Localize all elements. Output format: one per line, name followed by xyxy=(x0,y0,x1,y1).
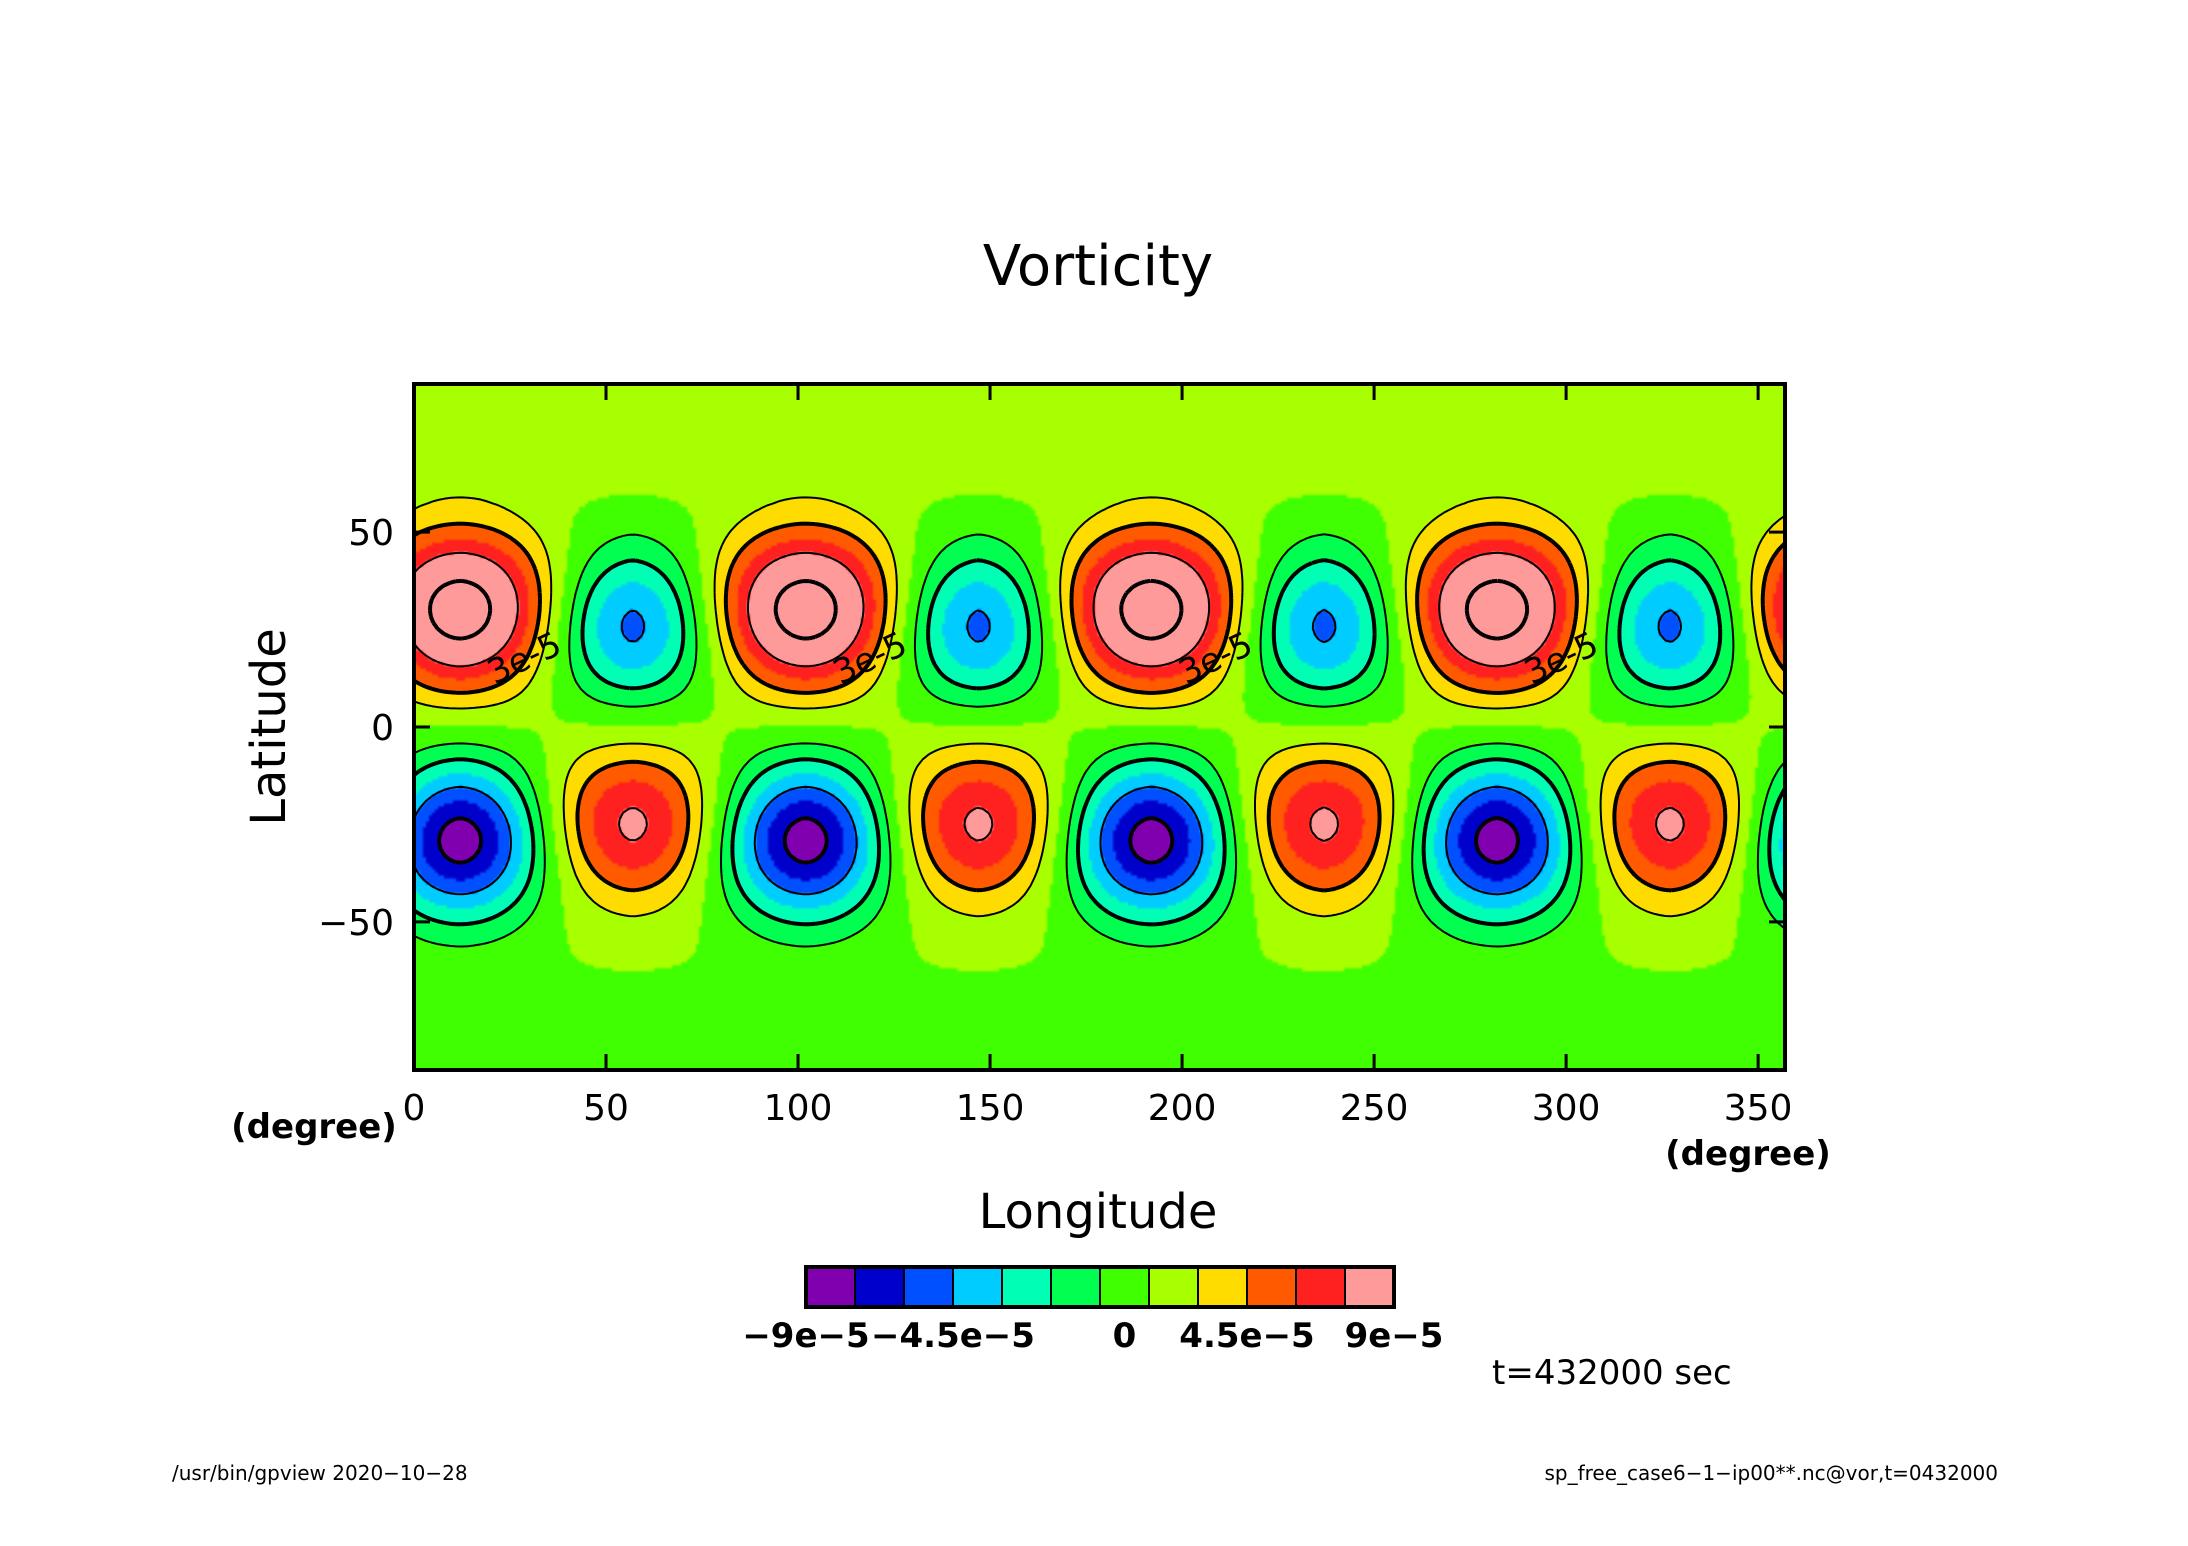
chart-title: Vorticity xyxy=(983,234,1213,299)
x-tick-label: 50 xyxy=(583,1088,629,1129)
colorbar-swatch xyxy=(805,1266,856,1308)
colorbar-swatch xyxy=(1197,1266,1248,1308)
contour-line xyxy=(412,521,1787,893)
contour-line xyxy=(413,533,1786,948)
colorbar-swatch xyxy=(1148,1266,1199,1308)
colorbar-tick-label: 0 xyxy=(1113,1316,1137,1356)
colorbar-swatch xyxy=(1344,1266,1395,1308)
contour-line xyxy=(413,608,1682,896)
y-tick-label: −50 xyxy=(318,903,394,944)
y-axis-label: Latitude xyxy=(241,628,297,826)
contour-line xyxy=(413,551,1786,843)
x-axis-label: Longitude xyxy=(979,1184,1218,1240)
colorbar-tick-label: −4.5e−5 xyxy=(871,1316,1035,1356)
x-tick-label: 150 xyxy=(956,1088,1025,1129)
vorticity-raster xyxy=(414,384,1785,1070)
x-unit-right: (degree) xyxy=(1665,1134,1831,1174)
axis-ticks: 0 50 100 150 200 250 300 350 −50 0 50 xyxy=(318,384,1792,1129)
colorbar-swatch xyxy=(1295,1266,1346,1308)
colorbar-swatch xyxy=(1246,1266,1297,1308)
colorbar: −9e−5 −4.5e−5 0 4.5e−5 9e−5 xyxy=(742,1265,1444,1356)
vorticity-field xyxy=(414,384,1785,1070)
time-label: t=432000 sec xyxy=(1492,1353,1732,1393)
colorbar-swatch xyxy=(952,1266,1003,1308)
x-tick-label: 200 xyxy=(1148,1088,1217,1129)
contour-line xyxy=(413,496,1786,918)
colorbar-swatch xyxy=(1099,1266,1150,1308)
colorbar-tick-label: 9e−5 xyxy=(1345,1316,1444,1356)
colorbar-swatch xyxy=(854,1266,905,1308)
x-tick-label: 0 xyxy=(403,1088,426,1129)
colorbar-swatch xyxy=(903,1266,954,1308)
x-tick-label: 300 xyxy=(1532,1088,1601,1129)
footer-right: sp_free_case6−1−ip00**.nc@vor,t=0432000 xyxy=(1544,1461,1998,1485)
colorbar-tick-label: 4.5e−5 xyxy=(1179,1316,1314,1356)
contour-line xyxy=(428,578,1530,641)
y-tick-label: 0 xyxy=(371,708,394,749)
contour-line xyxy=(437,816,1520,865)
x-tick-label: 350 xyxy=(1724,1088,1793,1129)
x-tick-label: 250 xyxy=(1340,1088,1409,1129)
colorbar-swatch xyxy=(1001,1266,1052,1308)
footer-left: /usr/bin/gpview 2020−10−28 xyxy=(172,1461,468,1485)
x-tick-label: 100 xyxy=(764,1088,833,1129)
x-unit-left: (degree) xyxy=(231,1107,397,1147)
y-tick-label: 50 xyxy=(348,513,394,554)
contour-line xyxy=(412,558,1787,927)
colorbar-swatch xyxy=(1050,1266,1101,1308)
colorbar-frame xyxy=(804,1265,1396,1309)
colorbar-tick-label: −9e−5 xyxy=(742,1316,869,1356)
